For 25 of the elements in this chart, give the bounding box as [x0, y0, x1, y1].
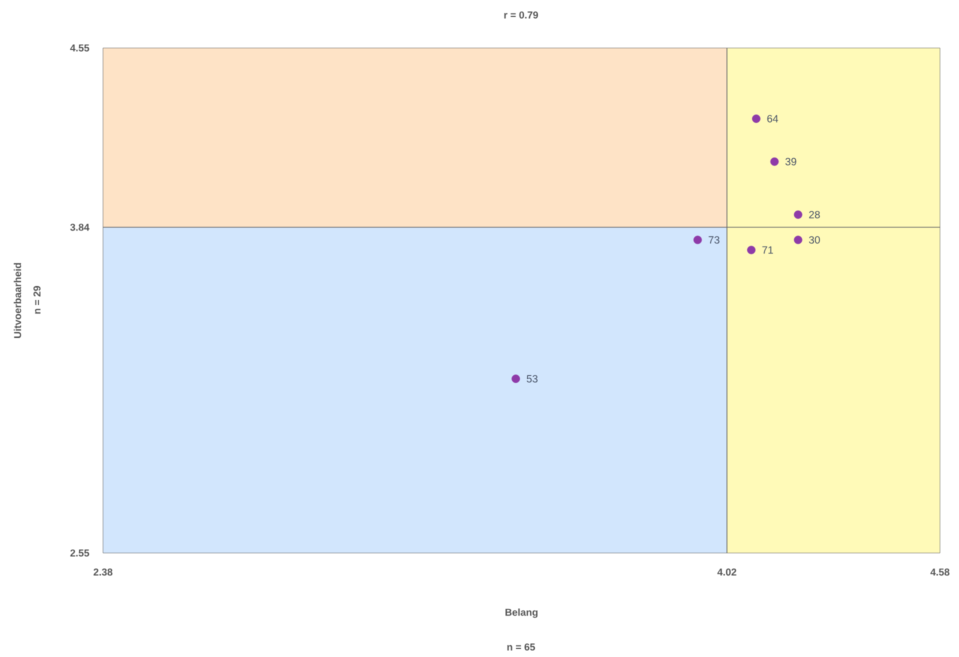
point [752, 114, 760, 123]
annotation: 30 [809, 236, 820, 244]
x-tick-label: 4.02 [717, 568, 736, 576]
x-axis-title: Belang [506, 608, 538, 618]
y-tick-label: 2.55 [70, 549, 90, 557]
y-tick-label: 3.84 [70, 224, 90, 231]
annotation: 53 [526, 375, 538, 382]
x-tick-label: 4.58 [930, 568, 950, 576]
point [770, 157, 779, 166]
chart-title: r = 0.79 [504, 11, 538, 19]
point [747, 246, 756, 254]
point [693, 236, 702, 244]
annotation: 39 [785, 158, 796, 166]
point [512, 374, 520, 383]
annotation: 73 [708, 236, 720, 244]
point [794, 210, 802, 219]
y-axis-title: Uitvoerbaarheid [14, 263, 22, 338]
annotation: 28 [809, 210, 820, 218]
text: n = 65 [507, 643, 536, 651]
annotation: 64 [767, 114, 778, 122]
annotation: 71 [762, 246, 773, 254]
text: n = 29 [33, 286, 41, 314]
y-tick-label: 4.55 [70, 44, 90, 52]
x-tick-label: 2.38 [94, 568, 112, 576]
point [794, 236, 802, 244]
